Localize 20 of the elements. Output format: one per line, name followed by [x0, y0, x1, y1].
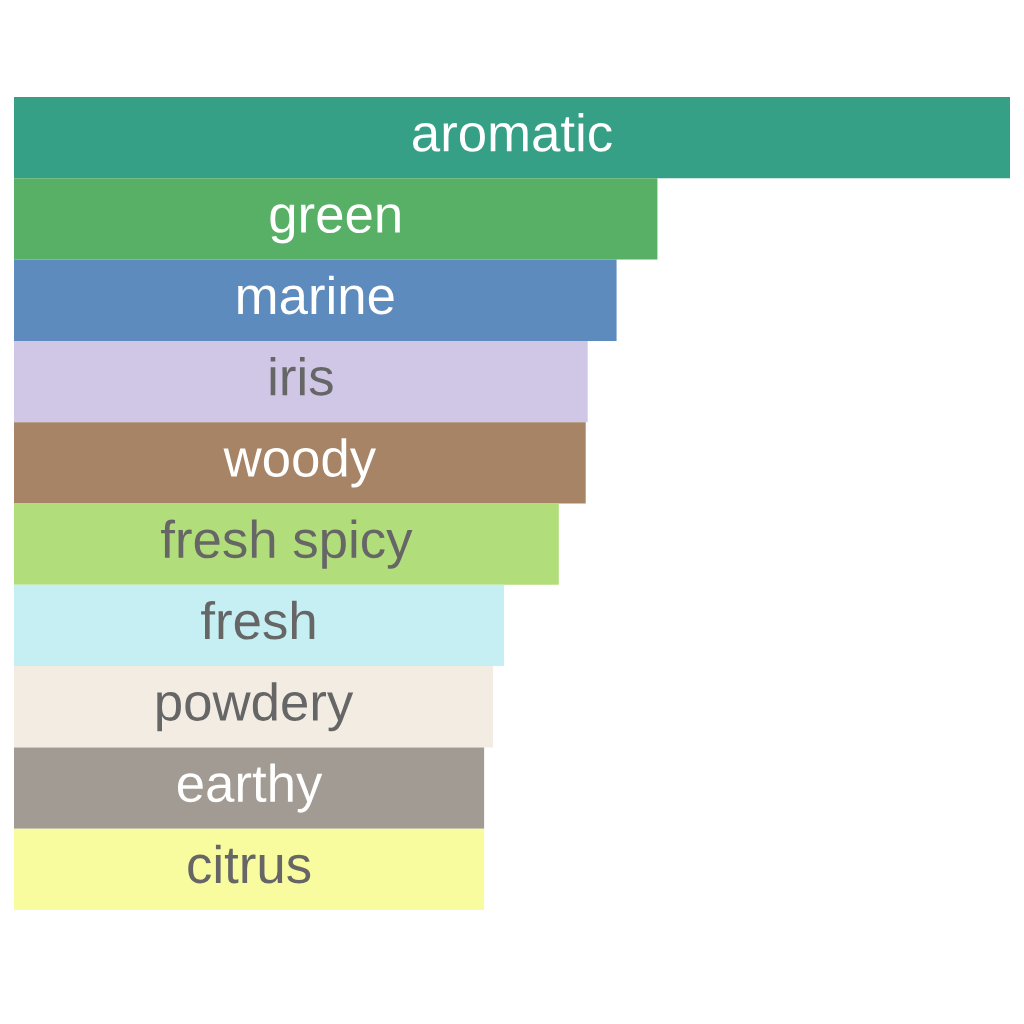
bar [14, 503, 559, 585]
y-tick-label: green [270, 204, 400, 244]
y-tick-label: powdery [157, 682, 354, 732]
y-tick-label: marine [238, 275, 394, 315]
bar [14, 584, 505, 667]
bar [14, 97, 1010, 179]
bar [14, 422, 586, 504]
bar [14, 259, 617, 341]
y-tick-label: iris [270, 356, 333, 396]
y-tick-label: woody [223, 438, 377, 488]
y-tick-label: aromatic [413, 113, 612, 152]
y-tick-label: citrus [188, 844, 311, 884]
bar [14, 747, 485, 829]
bar [14, 666, 494, 748]
y-tick-label: earthy [177, 763, 323, 813]
bar [14, 340, 588, 423]
y-tick-label: fresh spicy [161, 519, 413, 569]
bar [14, 828, 485, 910]
y-tick-label: fresh [201, 600, 315, 640]
bar [14, 178, 658, 260]
